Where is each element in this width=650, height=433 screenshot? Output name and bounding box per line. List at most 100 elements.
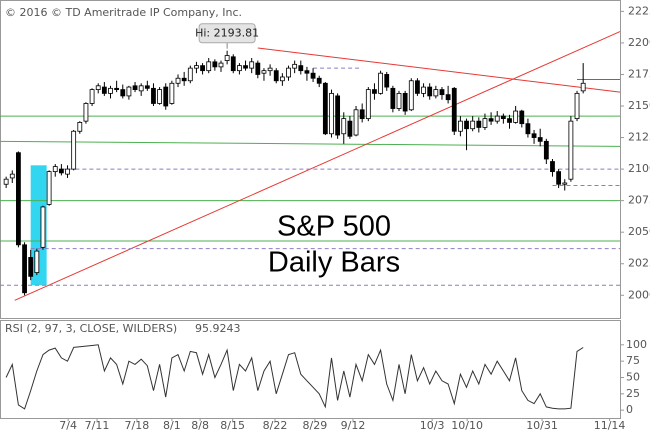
candle-body	[114, 87, 120, 90]
candle-body	[427, 86, 433, 97]
x-tick-label: 8/1	[163, 419, 181, 432]
candle-body	[218, 62, 224, 68]
rsi-last-value: 95.9243	[195, 322, 241, 335]
candle-body	[187, 67, 193, 82]
candle-body	[488, 118, 494, 122]
candle-body	[237, 65, 242, 72]
candle-body	[249, 61, 255, 69]
y-tick-label: 2175	[628, 67, 650, 80]
candle-body	[421, 86, 426, 94]
candle-body	[40, 206, 46, 248]
candle-body	[181, 77, 187, 82]
candle-body	[519, 110, 525, 125]
candle-body	[292, 63, 298, 69]
candle-body	[108, 87, 113, 94]
candle-body	[568, 120, 574, 180]
candle-body	[194, 65, 199, 69]
candle-body	[255, 62, 261, 75]
candle-body	[200, 65, 205, 72]
rsi-label: RSI (2, 97, 3, CLOSE, WILDERS)	[5, 322, 177, 335]
candle-body	[9, 173, 15, 179]
candle-body	[206, 61, 212, 72]
rsi-tick-label: 100	[626, 338, 647, 351]
candle-body	[464, 120, 469, 130]
candle-body	[378, 72, 383, 94]
price-panel	[0, 0, 621, 319]
y-tick-label: 2075	[628, 194, 650, 207]
candle-body	[304, 70, 310, 74]
candle-body	[77, 122, 83, 132]
candle-body	[513, 110, 519, 123]
rsi-tick-label: 25	[626, 387, 640, 400]
candle-body	[151, 87, 156, 104]
candle-body	[243, 65, 248, 69]
candle-body	[273, 70, 279, 82]
rsi-tick-label: 0	[626, 403, 633, 416]
x-tick-label: 8/15	[220, 419, 245, 432]
candle-body	[95, 85, 101, 90]
candle-body	[169, 82, 175, 104]
candle-body	[120, 89, 126, 97]
hi-label: Hi: 2193.81	[195, 27, 259, 40]
candle-body	[537, 137, 543, 142]
rsi-panel	[0, 320, 621, 419]
candle-body	[347, 120, 353, 137]
candle-body	[341, 118, 347, 135]
x-tick-label: 11/14	[594, 419, 626, 432]
candle-body	[550, 161, 555, 173]
candle-body	[415, 80, 420, 94]
candle-body	[531, 133, 537, 138]
y-tick-label: 2050	[628, 225, 650, 238]
candle-body	[310, 72, 316, 79]
candle-body	[16, 152, 21, 246]
candle-body	[22, 244, 27, 294]
candle-body	[353, 109, 359, 136]
candle-body	[52, 166, 58, 173]
candle-body	[175, 77, 181, 84]
level-line	[0, 140, 621, 147]
y-tick-label: 2150	[628, 99, 650, 112]
candle-body	[126, 86, 132, 97]
candle-body	[476, 120, 482, 128]
candle-body	[316, 77, 322, 84]
candle-body	[322, 82, 328, 135]
candle-body	[157, 89, 163, 104]
candle-body	[83, 103, 89, 122]
candle-body	[372, 89, 377, 94]
candle-body	[163, 86, 169, 107]
candle-body	[28, 257, 34, 277]
candle-body	[144, 85, 150, 89]
title-line: S&P 500	[277, 211, 391, 243]
copyright: © 2016 © TD Ameritrade IP Company, Inc.	[5, 6, 242, 19]
candle-body	[212, 61, 218, 68]
y-tick-label: 2125	[628, 131, 650, 144]
candle-body	[574, 92, 580, 120]
x-tick-label: 10/10	[451, 419, 483, 432]
candle-body	[71, 130, 77, 170]
candle-body	[286, 67, 291, 78]
rsi-line	[5, 344, 584, 410]
x-tick-label: 8/8	[191, 419, 209, 432]
candle-body	[500, 115, 506, 120]
candle-body	[507, 118, 512, 123]
candle-body	[359, 109, 365, 120]
x-tick-label: 7/18	[125, 419, 150, 432]
candle-body	[433, 89, 439, 97]
candle-body	[3, 178, 9, 185]
candle-body	[525, 123, 531, 135]
candle-body	[261, 70, 267, 74]
candle-body	[408, 80, 414, 111]
candle-body	[457, 120, 463, 132]
candle-body	[402, 92, 408, 112]
candle-body	[224, 55, 230, 61]
candle-body	[494, 115, 500, 122]
candle-body	[482, 118, 488, 128]
candle-body	[89, 89, 95, 104]
candle-body	[298, 65, 304, 72]
level-line	[14, 31, 621, 301]
candle-body	[543, 140, 549, 160]
candle-body	[470, 120, 476, 130]
candle-body	[445, 94, 451, 101]
